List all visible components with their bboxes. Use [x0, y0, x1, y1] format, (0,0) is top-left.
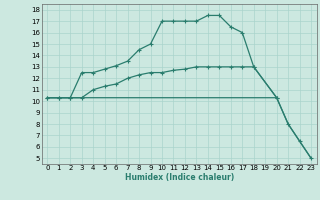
X-axis label: Humidex (Indice chaleur): Humidex (Indice chaleur): [124, 173, 234, 182]
